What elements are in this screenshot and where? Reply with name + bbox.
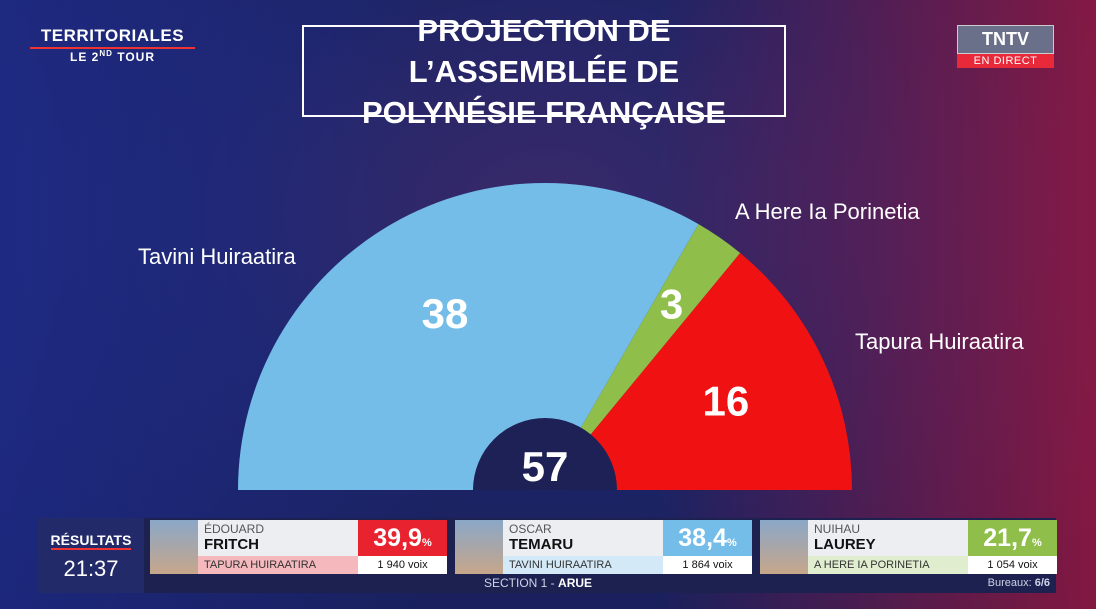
votes: 1 940 voix [358,556,447,574]
bureaux: Bureaux: 6/6 [988,575,1050,592]
seat-wedge [545,224,741,491]
section-label: SECTION 1 - [484,576,555,590]
value-label: 38 [422,290,469,337]
percent-box: 39,9% [358,520,447,556]
first-name: OSCAR [509,522,552,536]
percent-unit: % [1031,537,1042,549]
results-bar: RÉSULTATS 21:37 ÉDOUARD FRITCH 39,9% TAPURA… [38,518,1057,593]
seat-wedge [545,253,852,490]
logo: TNTV EN DIRECT [957,25,1054,68]
bureaux-label: Bureaux: [987,577,1032,589]
value-label: 16 [703,378,750,425]
percent: 39,9 [373,524,422,552]
seat-wedge [238,182,699,490]
party-label: Tapura Huiraatira [855,329,1025,354]
party: TAPURA HUIRAATIRA [198,556,358,574]
round: LE 2ND TOUR [30,49,195,64]
time: 21:37 [63,556,119,581]
section-line: SECTION 1 - ARUE Bureaux: 6/6 [144,575,1056,592]
channel: TNTV [957,25,1054,54]
candidate-photo [760,520,808,574]
percent: 38,4 [678,524,727,552]
percent-unit: % [726,537,737,549]
party: A HERE IA PORINETIA [808,556,968,574]
results-header: RÉSULTATS 21:37 [38,518,144,593]
percent-box: 38,4% [663,520,752,556]
value-label: 3 [660,281,683,328]
candidate: NUIHAU LAUREY 21,7% A HERE IA PORINETIA 1 05… [760,520,1057,574]
candidate-photo [150,520,198,574]
last-name: TEMARU [509,536,574,553]
votes: 1 864 voix [663,556,752,574]
first-name: NUIHAU [814,522,861,536]
party-label: Tavini Huiraatira [138,244,296,269]
live: EN DIRECT [957,54,1054,68]
candidate-photo [455,520,503,574]
last-name: LAUREY [814,536,876,553]
brand-title: TERRITORIALES [30,26,195,49]
bureaux-value: 6/6 [1034,577,1050,589]
last-name: FRITCH [204,536,259,553]
candidate: OSCAR TEMARU 38,4% TAVINI HUIRAATIRA 1 864 v… [455,520,752,574]
round-sup: ND [99,49,113,58]
party-label: A Here Ia Porinetia [735,199,920,224]
round-prefix: LE 2 [69,50,100,64]
candidate-name: ÉDOUARD FRITCH [198,520,358,556]
percent: 21,7 [983,524,1032,552]
first-name: ÉDOUARD [204,522,265,536]
section: SECTION 1 - ARUE [484,575,592,592]
votes: 1 054 voix [968,556,1057,574]
candidate: ÉDOUARD FRITCH 39,9% TAPURA HUIRAATIRA 1 940… [150,520,447,574]
party: TAVINI HUIRAATIRA [503,556,663,574]
results-label: RÉSULTATS [50,532,132,550]
place: ARUE [558,576,593,590]
round-suffix: TOUR [117,50,156,64]
candidate-name: NUIHAU LAUREY [808,520,968,556]
total-label: 57 [522,443,569,490]
brand: TERRITORIALES LE 2ND TOUR [30,26,195,64]
center-disc [473,418,617,490]
percent-unit: % [421,537,432,549]
percent-box: 21,7% [968,520,1057,556]
candidate-name: OSCAR TEMARU [503,520,663,556]
